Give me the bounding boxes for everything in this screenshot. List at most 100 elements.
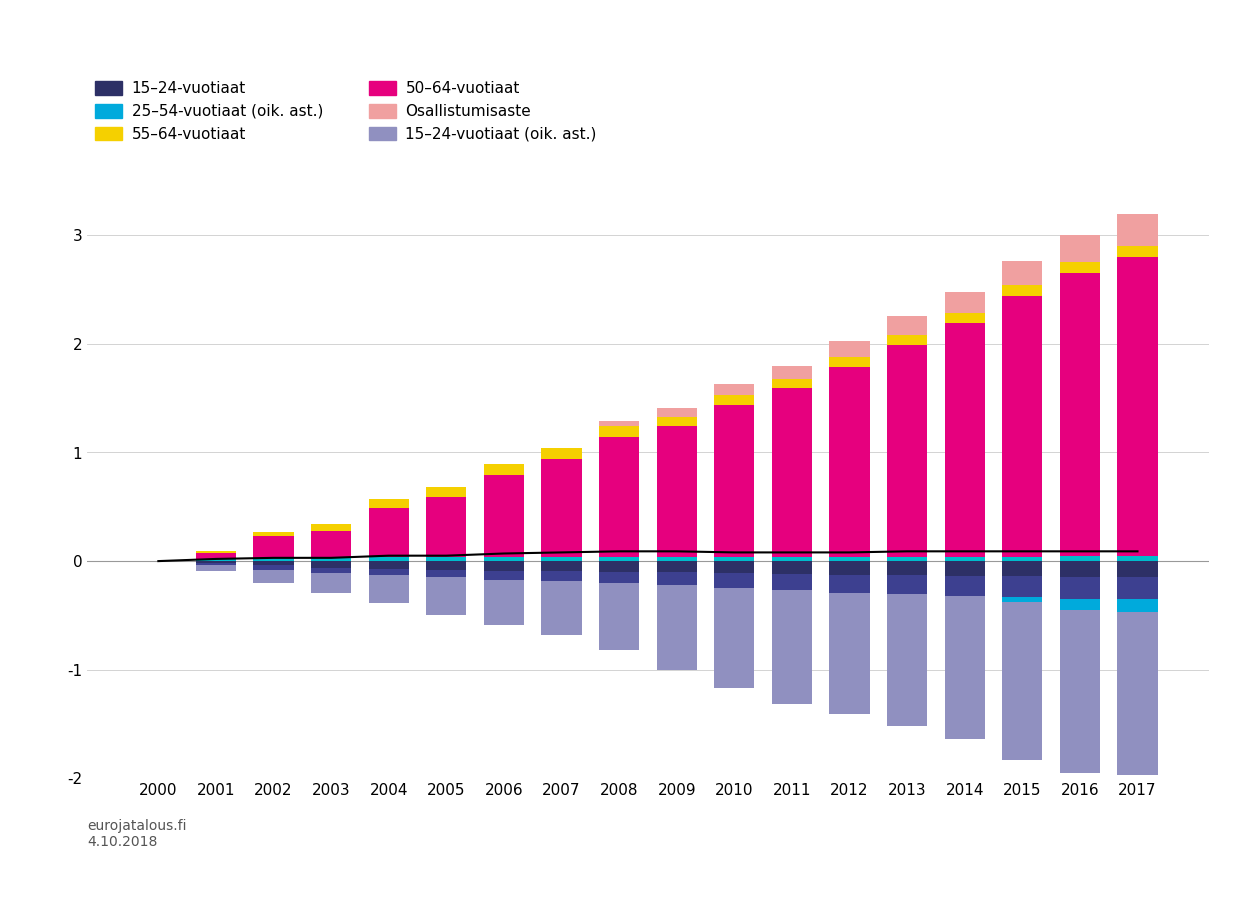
Bar [1118, 612, 1158, 775]
Bar [944, 313, 984, 323]
Bar [1002, 603, 1043, 760]
Bar [1118, 214, 1158, 246]
Bar [483, 475, 525, 557]
Bar [830, 357, 870, 367]
Bar [771, 557, 812, 561]
Bar [196, 559, 235, 561]
Bar [1060, 273, 1100, 556]
Bar [599, 557, 639, 561]
Bar [426, 577, 466, 615]
Bar [1118, 257, 1158, 556]
Bar [944, 323, 984, 557]
Bar [657, 557, 697, 561]
Bar [1060, 556, 1100, 561]
Bar [483, 464, 525, 475]
Bar [944, 595, 984, 739]
Bar [541, 557, 582, 561]
Bar [830, 593, 870, 714]
Bar [944, 576, 984, 595]
Bar [887, 561, 927, 576]
Bar [1118, 561, 1158, 577]
Bar [369, 500, 409, 508]
Bar [714, 395, 755, 405]
Bar [1060, 577, 1100, 599]
Bar [426, 497, 466, 557]
Bar [426, 487, 466, 497]
Bar [483, 571, 525, 579]
Bar [944, 291, 984, 313]
Bar [657, 585, 697, 670]
Bar [887, 594, 927, 726]
Bar [1002, 576, 1043, 597]
Bar [1002, 285, 1043, 296]
Bar [369, 561, 409, 568]
Bar [1118, 599, 1158, 612]
Bar [714, 573, 755, 588]
Bar [253, 532, 294, 536]
Bar [714, 561, 755, 573]
Bar [483, 579, 525, 625]
Bar [714, 557, 755, 561]
Bar [196, 563, 235, 566]
Bar [599, 583, 639, 650]
Bar [196, 551, 235, 554]
Bar [1118, 556, 1158, 561]
Bar [253, 561, 294, 566]
Bar [830, 561, 870, 576]
Bar [196, 554, 235, 559]
Bar [599, 437, 639, 557]
Bar [369, 508, 409, 557]
Bar [196, 561, 235, 563]
Text: eurojatalous.fi
4.10.2018: eurojatalous.fi 4.10.2018 [87, 819, 187, 849]
Bar [541, 571, 582, 581]
Bar [541, 448, 582, 459]
Bar [887, 335, 927, 345]
Bar [1060, 561, 1100, 577]
Bar [369, 568, 409, 576]
Bar [599, 561, 639, 572]
Bar [312, 573, 351, 593]
Bar [541, 581, 582, 635]
Bar [887, 316, 927, 335]
Bar [253, 536, 294, 557]
Bar [1060, 235, 1100, 262]
Bar [253, 557, 294, 561]
Bar [1060, 610, 1100, 773]
Bar [830, 557, 870, 561]
Bar [887, 576, 927, 594]
Bar [771, 388, 812, 557]
Bar [714, 405, 755, 557]
Bar [1118, 246, 1158, 257]
Bar [369, 576, 409, 604]
Bar [599, 421, 639, 426]
Bar [830, 340, 870, 357]
Bar [312, 524, 351, 530]
Bar [714, 384, 755, 395]
Bar [483, 561, 525, 571]
Bar [714, 588, 755, 688]
Bar [1002, 296, 1043, 557]
Bar [599, 426, 639, 437]
Bar [771, 561, 812, 574]
Bar [541, 561, 582, 571]
Bar [369, 557, 409, 561]
Bar [657, 416, 697, 426]
Bar [1002, 561, 1043, 576]
Bar [312, 561, 351, 567]
Bar [196, 566, 235, 571]
Bar [426, 570, 466, 577]
Bar [599, 572, 639, 583]
Bar [830, 367, 870, 557]
Bar [1002, 262, 1043, 285]
Bar [1118, 577, 1158, 599]
Bar [944, 557, 984, 561]
Bar [1002, 557, 1043, 561]
Legend: 15–24-vuotiaat, 25–54-vuotiaat (oik. ast.), 55–64-vuotiaat, 50–64-vuotiaat, Osal: 15–24-vuotiaat, 25–54-vuotiaat (oik. ast… [95, 81, 597, 141]
Bar [312, 557, 351, 561]
Bar [771, 378, 812, 388]
Bar [253, 570, 294, 583]
Bar [657, 426, 697, 557]
Bar [657, 408, 697, 416]
Bar [312, 567, 351, 573]
Bar [312, 530, 351, 557]
